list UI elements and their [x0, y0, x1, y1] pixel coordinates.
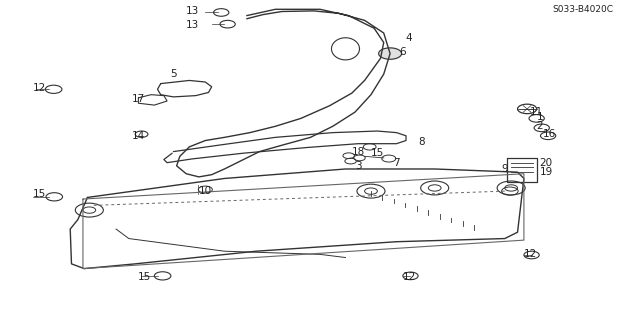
- Text: 8: 8: [419, 137, 425, 147]
- Text: 15: 15: [138, 271, 152, 281]
- Text: 12: 12: [33, 83, 46, 93]
- Text: 15: 15: [371, 148, 384, 158]
- Text: 16: 16: [543, 129, 556, 139]
- Text: 10: 10: [199, 186, 212, 196]
- Text: S033-B4020C: S033-B4020C: [552, 5, 613, 14]
- Text: 7: 7: [393, 158, 400, 168]
- Text: 1: 1: [536, 112, 543, 122]
- Text: 5: 5: [170, 69, 177, 79]
- Text: 13: 13: [186, 6, 199, 16]
- Text: 12: 12: [403, 271, 416, 281]
- Polygon shape: [379, 48, 401, 59]
- Text: 6: 6: [399, 47, 406, 57]
- Text: 18: 18: [351, 147, 365, 157]
- Text: 19: 19: [540, 167, 553, 177]
- Text: 11: 11: [530, 107, 543, 117]
- Text: 2: 2: [536, 121, 543, 131]
- Text: 15: 15: [33, 189, 46, 199]
- Text: 12: 12: [524, 249, 537, 259]
- Text: 13: 13: [186, 20, 199, 30]
- Text: 14: 14: [132, 131, 145, 141]
- Text: 17: 17: [132, 94, 145, 104]
- Text: 3: 3: [355, 161, 362, 171]
- Text: 20: 20: [540, 158, 553, 168]
- Text: 4: 4: [406, 33, 413, 43]
- Text: 9: 9: [502, 164, 508, 174]
